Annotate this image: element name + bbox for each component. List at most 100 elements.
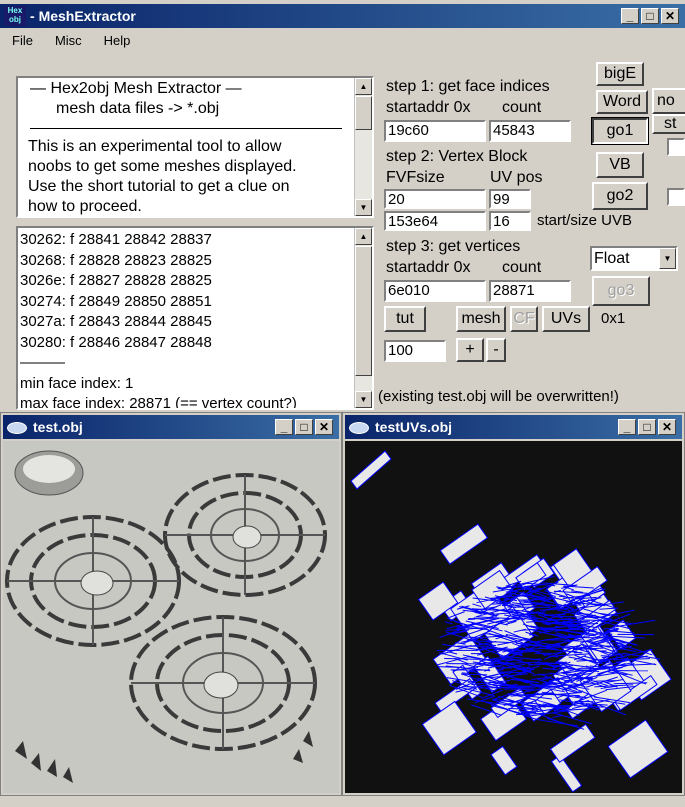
chevron-down-icon[interactable]: ▼ (659, 248, 676, 269)
hex-label: 0x1 (598, 310, 629, 327)
scroll-down-arrow-icon[interactable]: ▼ (355, 391, 372, 408)
log-line: min face index: 1 (20, 374, 134, 392)
maximize-button[interactable]: □ (295, 419, 313, 435)
uv-edge (449, 649, 457, 652)
uv-edge (478, 643, 497, 647)
st-button-partial[interactable]: st (652, 114, 685, 134)
uv-render-canvas[interactable] (345, 441, 682, 793)
step2-uvpos-input[interactable]: 99 (489, 189, 531, 209)
uv-edge (524, 706, 566, 715)
go2-button[interactable]: go2 (592, 182, 648, 210)
menu-help[interactable]: Help (103, 33, 131, 48)
uvb-label: start/size UVB (537, 212, 633, 229)
uv-edge (614, 644, 626, 647)
uv-edge (593, 698, 626, 705)
uvs-button[interactable]: UVs (542, 306, 590, 332)
scroll-thumb[interactable] (355, 96, 372, 130)
scroll-up-arrow-icon[interactable]: ▲ (355, 78, 372, 95)
uv-edge (574, 596, 597, 600)
uv-edge (491, 602, 511, 605)
uv-edge (592, 615, 613, 620)
step1-startaddr-input[interactable]: 19c60 (384, 120, 486, 142)
go3-button[interactable]: go3 (592, 276, 650, 306)
tut-button[interactable]: tut (384, 306, 426, 332)
checkbox-1[interactable] (667, 138, 685, 156)
info-line: Use the short tutorial to get a clue on (28, 178, 290, 195)
log-scrollbar[interactable]: ▲ ▼ (354, 228, 372, 408)
uv-edge (477, 683, 498, 687)
uv-edge (462, 654, 487, 661)
uv-edge (591, 637, 612, 644)
uv-edge (538, 598, 574, 609)
menu-bar: File Misc Help (0, 30, 685, 52)
info-scrollbar[interactable]: ▲ ▼ (354, 78, 372, 216)
uv-edge (543, 650, 566, 656)
step2-uvb-start-input[interactable]: 153e64 (384, 211, 486, 231)
scroll-up-arrow-icon[interactable]: ▲ (355, 228, 372, 245)
scale-input[interactable]: 100 (384, 340, 446, 362)
step2-fvfsize-label: FVFsize (386, 169, 445, 186)
uv-edge (585, 640, 622, 656)
step1-count-input[interactable]: 45843 (489, 120, 571, 142)
uv-edge (602, 680, 618, 688)
uv-edge (594, 696, 630, 704)
minus-button[interactable]: - (486, 338, 506, 362)
maximize-button[interactable]: □ (638, 419, 656, 435)
uv-edge (498, 611, 539, 623)
menu-file[interactable]: File (12, 33, 33, 48)
uv-edge (460, 638, 478, 643)
format-select[interactable]: Float ▼ (590, 246, 678, 271)
mesh-button[interactable]: mesh (456, 306, 506, 332)
go1-button[interactable]: go1 (591, 117, 649, 145)
uv-edge (558, 614, 596, 624)
minimize-button[interactable]: _ (618, 419, 636, 435)
step3-startaddr-input[interactable]: 6e010 (384, 280, 486, 302)
close-button[interactable]: ✕ (658, 419, 676, 435)
uv-edge (559, 699, 588, 705)
minimize-button[interactable]: _ (275, 419, 293, 435)
step2-fvfsize-input[interactable]: 20 (384, 189, 486, 209)
uv-edge (571, 669, 587, 677)
close-button[interactable]: ✕ (661, 8, 679, 24)
uv-edge (444, 621, 453, 625)
uv-edge (525, 624, 550, 633)
step2-uvb-size-input[interactable]: 16 (489, 211, 531, 231)
cf-button[interactable]: CF (510, 306, 538, 332)
app-icon: Hex obj (4, 6, 26, 26)
uv-edge (486, 666, 531, 678)
uv-edge (529, 581, 559, 595)
maximize-button[interactable]: □ (641, 8, 659, 24)
vb-button[interactable]: VB (596, 152, 644, 178)
checkbox-2[interactable] (667, 188, 685, 206)
no-button-partial[interactable]: no (652, 88, 685, 114)
uv-edge (610, 627, 619, 631)
uv-edge (594, 639, 608, 645)
uv-edge (610, 648, 653, 660)
info-textbox[interactable]: — Hex2obj Mesh Extractor — mesh data fil… (16, 76, 374, 218)
uv-island (439, 523, 489, 565)
mesh-render-canvas[interactable] (3, 441, 339, 793)
uv-edge (573, 705, 604, 708)
menu-misc[interactable]: Misc (54, 33, 82, 48)
uv-edge (581, 673, 591, 676)
word-button[interactable]: Word (596, 90, 648, 114)
uv-edge (437, 655, 471, 666)
uv-edge (542, 582, 577, 586)
plus-button[interactable]: + (456, 338, 484, 362)
uv-edge (492, 699, 521, 708)
uv-edge (492, 589, 506, 593)
scroll-thumb[interactable] (355, 246, 372, 376)
uv-edge (578, 620, 597, 628)
uv-edge (505, 656, 533, 666)
uv-edge (456, 625, 468, 630)
uv-edge (595, 632, 636, 646)
log-textbox[interactable]: 30262: f 28841 28842 28837 30268: f 2882… (16, 226, 374, 410)
uv-edge (576, 658, 611, 662)
bige-button[interactable]: bigE (596, 62, 644, 86)
close-button[interactable]: ✕ (315, 419, 333, 435)
uv-edge (514, 677, 540, 684)
scroll-down-arrow-icon[interactable]: ▼ (355, 199, 372, 216)
step3-count-input[interactable]: 28871 (489, 280, 571, 302)
step2-title: step 2: Vertex Block (386, 148, 528, 165)
minimize-button[interactable]: _ (621, 8, 639, 24)
